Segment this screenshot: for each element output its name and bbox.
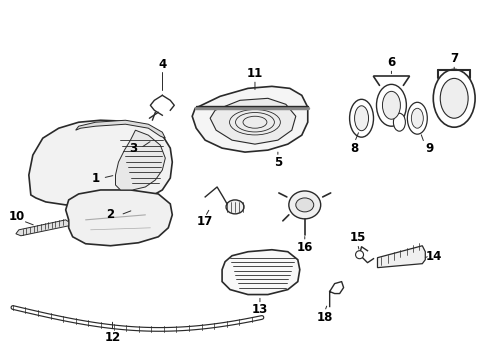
Polygon shape [192,86,308,152]
Ellipse shape [376,84,406,126]
Text: 2: 2 [106,208,115,221]
Ellipse shape [440,78,468,118]
Ellipse shape [355,106,368,131]
Text: 1: 1 [92,171,99,185]
Text: 5: 5 [274,156,282,168]
Text: 11: 11 [247,67,263,80]
Ellipse shape [349,99,373,137]
Ellipse shape [412,108,423,128]
Polygon shape [377,246,425,268]
Polygon shape [210,98,296,144]
Text: 18: 18 [317,311,333,324]
Text: 10: 10 [9,210,25,223]
Ellipse shape [407,102,427,134]
Polygon shape [116,130,165,190]
Text: 7: 7 [450,52,458,65]
Ellipse shape [289,191,321,219]
Ellipse shape [226,200,244,214]
Text: 13: 13 [252,303,268,316]
Text: 4: 4 [158,58,167,71]
Polygon shape [16,220,69,236]
Polygon shape [66,190,172,246]
Text: 14: 14 [426,250,442,263]
Circle shape [356,251,364,259]
Text: 3: 3 [129,141,138,155]
Ellipse shape [393,113,405,131]
Polygon shape [29,120,172,205]
Text: 6: 6 [387,56,395,69]
Text: 15: 15 [349,231,366,244]
Polygon shape [75,120,165,138]
Text: 8: 8 [350,141,359,155]
Text: 16: 16 [296,241,313,254]
Text: 12: 12 [104,331,121,344]
Text: 9: 9 [425,141,434,155]
Polygon shape [222,250,300,294]
Ellipse shape [383,91,400,119]
Ellipse shape [433,69,475,127]
Ellipse shape [296,198,314,212]
Text: 17: 17 [197,215,213,228]
